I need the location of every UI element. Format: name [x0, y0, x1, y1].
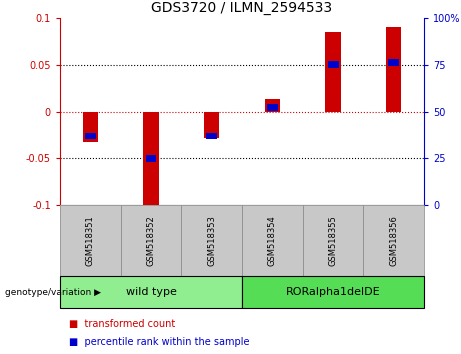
Bar: [121, 205, 181, 276]
Bar: [265, 99, 280, 112]
Bar: [206, 133, 217, 139]
Text: ■  transformed count: ■ transformed count: [69, 319, 175, 329]
Text: RORalpha1delDE: RORalpha1delDE: [286, 287, 380, 297]
Bar: [388, 59, 399, 66]
Text: GSM518352: GSM518352: [147, 215, 155, 266]
Bar: [181, 205, 242, 276]
Title: GDS3720 / ILMN_2594533: GDS3720 / ILMN_2594533: [152, 1, 332, 15]
Bar: [85, 133, 96, 139]
Bar: [60, 276, 242, 308]
Bar: [325, 32, 341, 112]
Text: GSM518354: GSM518354: [268, 215, 277, 266]
Bar: [328, 61, 338, 68]
Text: GSM518353: GSM518353: [207, 215, 216, 266]
Text: GSM518351: GSM518351: [86, 215, 95, 266]
Bar: [267, 104, 278, 111]
Bar: [143, 112, 159, 210]
Bar: [363, 205, 424, 276]
Text: genotype/variation ▶: genotype/variation ▶: [5, 287, 100, 297]
Bar: [60, 205, 121, 276]
Text: ■  percentile rank within the sample: ■ percentile rank within the sample: [69, 337, 250, 348]
Bar: [242, 276, 424, 308]
Bar: [204, 112, 219, 138]
Bar: [146, 155, 156, 162]
Bar: [242, 205, 303, 276]
Text: GSM518355: GSM518355: [329, 215, 337, 266]
Text: GSM518356: GSM518356: [389, 215, 398, 266]
Bar: [83, 112, 98, 142]
Bar: [303, 205, 363, 276]
Text: wild type: wild type: [125, 287, 177, 297]
Bar: [386, 27, 402, 112]
